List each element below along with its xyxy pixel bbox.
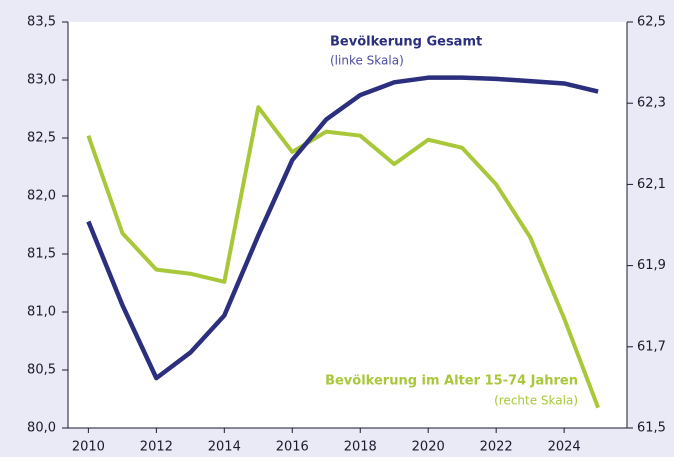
- y2-tick-label: 62,5: [637, 15, 666, 30]
- series-label: Bevölkerung Gesamt: [330, 35, 482, 50]
- y-tick-label: 83,0: [27, 73, 56, 88]
- y2-tick-label: 62,1: [637, 177, 666, 192]
- y2-tick-label: 62,3: [637, 96, 666, 111]
- x-tick-label: 2020: [412, 440, 445, 455]
- x-tick-label: 2022: [480, 440, 513, 455]
- series-line: [86, 75, 599, 381]
- y-tick-label: 80,5: [27, 363, 56, 378]
- series-note: (linke Skala): [330, 54, 404, 68]
- y-tick-label: 81,0: [27, 305, 56, 320]
- x-tick-label: 2010: [72, 440, 105, 455]
- x-tick-label: 2014: [208, 440, 241, 455]
- y2-tick-label: 61,7: [637, 339, 666, 354]
- y-tick-label: 83,5: [27, 15, 56, 30]
- y-tick-label: 81,5: [27, 247, 56, 262]
- x-tick-label: 2024: [548, 440, 581, 455]
- x-tick-label: 2018: [344, 440, 377, 455]
- y2-tick-label: 61,5: [637, 421, 666, 436]
- series-note: (rechte Skala): [494, 394, 578, 408]
- plot-area: [68, 22, 627, 428]
- y-tick-label: 82,0: [27, 189, 56, 204]
- y-tick-label: 80,0: [27, 421, 56, 436]
- series-label: Bevölkerung im Alter 15-74 Jahren: [325, 374, 578, 389]
- y-tick-label: 82,5: [27, 131, 56, 146]
- y2-tick-label: 61,9: [637, 258, 666, 273]
- x-tick-label: 2016: [276, 440, 309, 455]
- series-line: [86, 105, 600, 409]
- x-tick-label: 2012: [140, 440, 173, 455]
